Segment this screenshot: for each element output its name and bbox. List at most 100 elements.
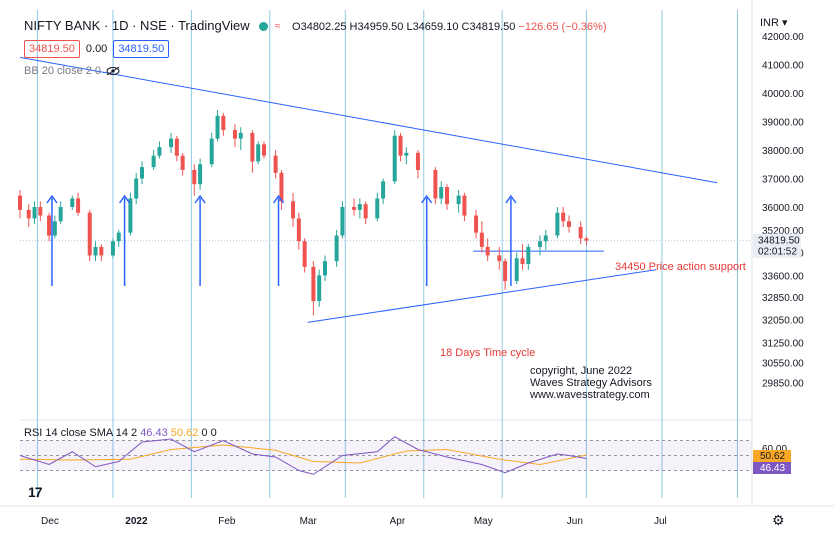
candle-body xyxy=(514,258,519,282)
rsi-sma-line xyxy=(19,444,587,466)
price-tick-label: 38000.00 xyxy=(762,146,804,157)
candle-body xyxy=(169,138,174,148)
last-price-badge xyxy=(753,233,801,258)
last-price-value: 34819.50 xyxy=(758,236,800,247)
candle-body xyxy=(262,144,266,156)
sell-price-button[interactable]: 34819.50 xyxy=(24,40,80,58)
cycle-arrow-head xyxy=(194,194,206,204)
price-tick-label: 31250.00 xyxy=(762,338,804,349)
candle-body xyxy=(250,132,255,162)
gear-icon[interactable]: ⚙ xyxy=(772,512,785,528)
candle-body xyxy=(302,241,307,267)
cycle-arrow-head xyxy=(505,194,517,204)
candle-body xyxy=(474,215,479,233)
candle-body xyxy=(398,135,403,156)
cycle-arrow-head xyxy=(272,194,285,204)
candle-body xyxy=(279,172,284,202)
candle-body xyxy=(537,241,542,247)
trade-row: 34819.50 0.00 34819.50 xyxy=(24,40,170,58)
eye-off-icon[interactable] xyxy=(106,66,120,76)
price-tick-label: 32050.00 xyxy=(762,316,804,327)
candle-body xyxy=(462,195,467,216)
time-tick-label: May xyxy=(474,516,493,527)
price-tick-label: 33600.00 xyxy=(762,271,804,282)
candle-body xyxy=(543,235,548,242)
price-tick-label: 32850.00 xyxy=(762,293,804,304)
price-tick-label: 39000.00 xyxy=(762,118,804,129)
time-tick-label: 2022 xyxy=(125,516,148,527)
candle-body xyxy=(357,204,362,210)
ohlc-readout: O34802.25 H34959.50 L34659.10 C34819.50 … xyxy=(292,21,607,33)
candle-body xyxy=(479,232,484,247)
price-tick-label: 40000.00 xyxy=(762,89,804,100)
chart-header: NIFTY BANK · 1D · NSE · TradingView ≈ O3… xyxy=(24,18,607,33)
candle-body xyxy=(526,246,531,264)
candle-body xyxy=(209,138,214,165)
support-annotation: 34450 Price action support xyxy=(615,261,746,273)
buy-price-button[interactable]: 34819.50 xyxy=(113,40,170,58)
rsi-sma-badge xyxy=(753,450,791,462)
price-tick-label: 35200.00 xyxy=(762,226,804,237)
candle-body xyxy=(381,181,386,199)
copyright-text: Waves Strategy Advisors xyxy=(530,377,652,389)
candle-body xyxy=(70,198,75,207)
candle-body xyxy=(174,138,179,156)
candle-body xyxy=(497,255,502,262)
bb-indicator-label[interactable]: BB 20 close 2 0 xyxy=(24,65,120,77)
price-tick-label: 41000.00 xyxy=(762,61,804,72)
candle-body xyxy=(555,212,560,236)
candle-body xyxy=(485,246,490,256)
copyright-text: copyright, June 2022 xyxy=(530,365,632,377)
candle-body xyxy=(180,155,185,170)
candle-body xyxy=(87,212,92,256)
candle-body xyxy=(273,155,278,173)
candle-body xyxy=(291,201,296,219)
candle-body xyxy=(134,178,139,199)
currency-select[interactable]: INR ▾ xyxy=(760,17,788,29)
rsi-tick-label: 60.00 xyxy=(762,444,787,455)
candle-body xyxy=(375,198,380,219)
candle-body xyxy=(323,261,327,276)
candle-body xyxy=(128,198,133,233)
candle-body xyxy=(520,258,525,264)
candle-body xyxy=(311,266,316,302)
candle-body xyxy=(439,187,444,199)
price-tick-label: 36000.00 xyxy=(762,203,804,214)
cycle-arrow-head xyxy=(46,194,58,204)
time-tick-label: Jul xyxy=(654,516,667,527)
candle-body xyxy=(32,207,37,219)
candle-body xyxy=(456,195,461,205)
candle-body xyxy=(392,135,397,182)
candle-body xyxy=(296,218,301,242)
rsi-badge xyxy=(753,462,791,474)
rsi-badge-value: 46.43 xyxy=(760,463,785,474)
candle-body xyxy=(433,169,438,199)
candle-body xyxy=(340,207,345,236)
candle-body xyxy=(415,152,420,170)
time-tick-label: Apr xyxy=(390,516,406,527)
candle-body xyxy=(157,147,162,156)
price-tick-label: 30550.00 xyxy=(762,358,804,369)
spread-value: 0.00 xyxy=(85,43,108,55)
symbol-title[interactable]: NIFTY BANK · 1D · NSE · TradingView xyxy=(24,18,250,33)
market-status-dot xyxy=(259,22,269,32)
candle-body xyxy=(352,207,357,210)
price-tick-label: 42000.00 xyxy=(762,32,804,43)
candle-body xyxy=(151,155,156,168)
candle-body xyxy=(584,238,589,241)
time-tick-label: Mar xyxy=(300,516,318,527)
candle-body xyxy=(363,204,368,219)
candle-body xyxy=(334,235,339,262)
candle-body xyxy=(238,132,243,139)
candle-body xyxy=(232,130,237,139)
candle-body xyxy=(445,187,449,205)
time-tick-label: Dec xyxy=(41,516,59,527)
candle-body xyxy=(561,212,566,222)
rsi-indicator-label[interactable]: RSI 14 close SMA 14 2 46.43 50.62 0 0 xyxy=(24,427,217,439)
candle-body xyxy=(578,226,583,239)
candle-body xyxy=(198,164,203,185)
candle-body xyxy=(38,207,43,216)
rsi-line xyxy=(19,436,587,475)
candle-body xyxy=(503,261,508,282)
